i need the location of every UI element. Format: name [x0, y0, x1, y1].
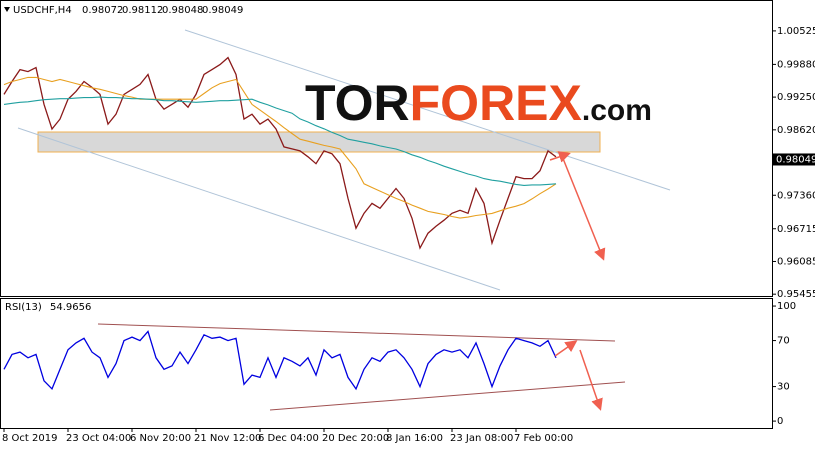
x-tick-label: 23 Oct 04:00 — [66, 433, 131, 444]
low-value: 0.98048 — [162, 5, 203, 16]
open-value: 0.98072 — [82, 5, 123, 16]
x-tick-label: 6 Dec 04:00 — [258, 433, 319, 444]
menu-icon — [4, 7, 10, 12]
series-line — [3, 76, 557, 219]
watermark-part: .com — [582, 94, 652, 127]
y-tick-label: 0.97360 — [777, 190, 815, 201]
forecast-arrow — [549, 151, 571, 163]
x-tick-label: 7 Feb 00:00 — [514, 433, 573, 444]
close-value: 0.98049 — [202, 5, 243, 16]
rsi-trend-lower — [269, 381, 626, 411]
forecast-arrow — [554, 340, 578, 357]
price-label-box — [773, 153, 815, 166]
forecast-arrow — [561, 155, 606, 261]
rsi-panel — [0, 298, 773, 429]
support-zone — [37, 131, 601, 153]
series-line — [3, 330, 557, 391]
watermark: TORFOREX.com — [305, 75, 652, 131]
x-tick-label: 20 Dec 20:00 — [322, 433, 389, 444]
channel-lower — [17, 127, 501, 291]
watermark-part: FOREX — [410, 75, 582, 131]
price-label: 0.98049 — [776, 154, 815, 165]
x-tick-label: 21 Nov 12:00 — [194, 433, 261, 444]
x-tick-label: 8 Oct 2019 — [2, 433, 57, 444]
y-tick-label: 30 — [777, 382, 790, 393]
y-tick-label: 0.98620 — [777, 125, 815, 136]
y-tick-label: 0.99250 — [777, 92, 815, 103]
y-tick-label: 70 — [777, 336, 790, 347]
y-tick-label: 0.99880 — [777, 59, 815, 70]
x-tick-label: 23 Jan 08:00 — [450, 433, 513, 444]
y-tick-label: 0 — [777, 416, 783, 427]
rsi-trend-upper — [97, 323, 616, 342]
rsi-title: RSI(13) — [5, 302, 42, 313]
series-line — [3, 56, 557, 250]
series-line — [3, 96, 557, 186]
y-tick-label: 0.96085 — [777, 256, 815, 267]
y-tick-label: 100 — [777, 301, 796, 312]
x-tick-label: 6 Nov 20:00 — [130, 433, 191, 444]
symbol: USDCHF,H4 — [13, 5, 72, 16]
x-tick-label: 8 Jan 16:00 — [386, 433, 443, 444]
y-tick-label: 0.96715 — [777, 224, 815, 235]
forecast-arrow — [579, 349, 603, 411]
high-value: 0.98112 — [122, 5, 163, 16]
watermark-part: TOR — [305, 75, 410, 131]
y-tick-label: 0.95455 — [777, 289, 815, 300]
rsi-value: 54.9656 — [50, 302, 91, 313]
y-tick-label: 1.00525 — [777, 26, 815, 37]
channel-upper — [184, 29, 671, 191]
